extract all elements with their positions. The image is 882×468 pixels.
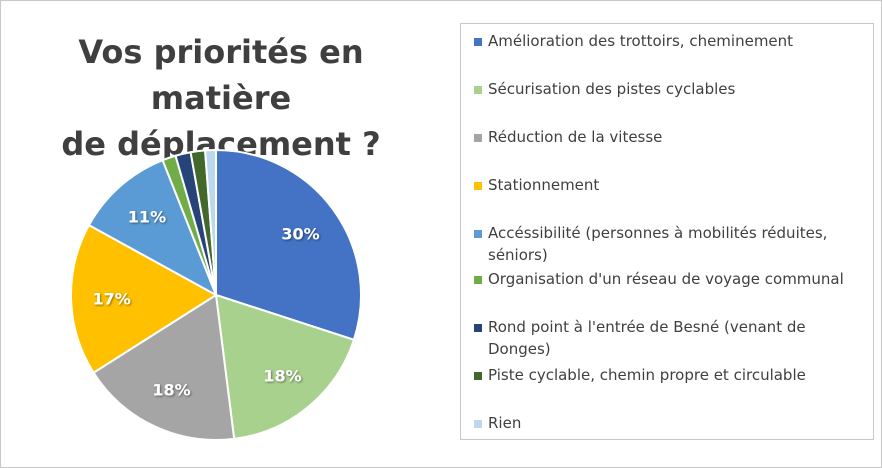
legend-swatch (474, 182, 482, 190)
pie-data-label-2: 18% (263, 366, 301, 385)
legend-label: Sécurisation des pistes cyclables (488, 80, 736, 98)
chart-title-line-1: Vos priorités en matière (78, 33, 364, 117)
pie-data-label-4: 17% (93, 289, 131, 308)
legend-swatch (474, 86, 482, 94)
legend-label: Réduction de la vitesse (488, 128, 663, 146)
chart-title: Vos priorités en matière de déplacement … (21, 29, 421, 167)
legend-item-2: Sécurisation des pistes cyclables (474, 78, 864, 100)
legend-swatch (474, 134, 482, 142)
legend-label: Rien (488, 414, 522, 432)
legend-item-8: Piste cyclable, chemin propre et circula… (474, 364, 864, 386)
legend-item-9: Rien (474, 412, 864, 434)
legend-swatch (474, 38, 482, 46)
chart-legend: Amélioration des trottoirs, cheminement S… (460, 23, 874, 440)
legend-label: Accéssibilité (personnes à mobilités réd… (488, 224, 828, 264)
legend-label: Amélioration des trottoirs, cheminement (488, 32, 794, 50)
legend-label: Piste cyclable, chemin propre et circula… (488, 366, 806, 384)
legend-swatch (474, 276, 482, 284)
legend-item-6: Organisation d'un réseau de voyage commu… (474, 268, 864, 290)
legend-label: Stationnement (488, 176, 600, 194)
pie-data-label-3: 18% (152, 380, 190, 399)
pie-slice-5 (87, 158, 218, 298)
legend-label: Rond point à l'entrée de Besné (venant d… (488, 318, 806, 358)
legend-swatch (474, 230, 482, 238)
pie-slice-3 (92, 293, 236, 441)
legend-swatch (474, 372, 482, 380)
legend-item-7: Rond point à l'entrée de Besné (venant d… (474, 316, 864, 360)
pie-slice-1 (215, 148, 362, 342)
pie-data-label-1: 30% (281, 225, 319, 244)
pie-slice-9 (204, 148, 217, 296)
legend-item-3: Réduction de la vitesse (474, 126, 864, 148)
legend-item-1: Amélioration des trottoirs, cheminement (474, 30, 864, 52)
legend-item-5: Accéssibilité (personnes à mobilités réd… (474, 222, 864, 266)
pie-data-label-5: 11% (128, 208, 166, 227)
pie-slice-2 (214, 293, 356, 440)
legend-swatch (474, 324, 482, 332)
legend-swatch (474, 420, 482, 428)
legend-item-4: Stationnement (474, 174, 864, 196)
pie-slice-4 (70, 223, 218, 375)
legend-label: Organisation d'un réseau de voyage commu… (488, 270, 844, 288)
